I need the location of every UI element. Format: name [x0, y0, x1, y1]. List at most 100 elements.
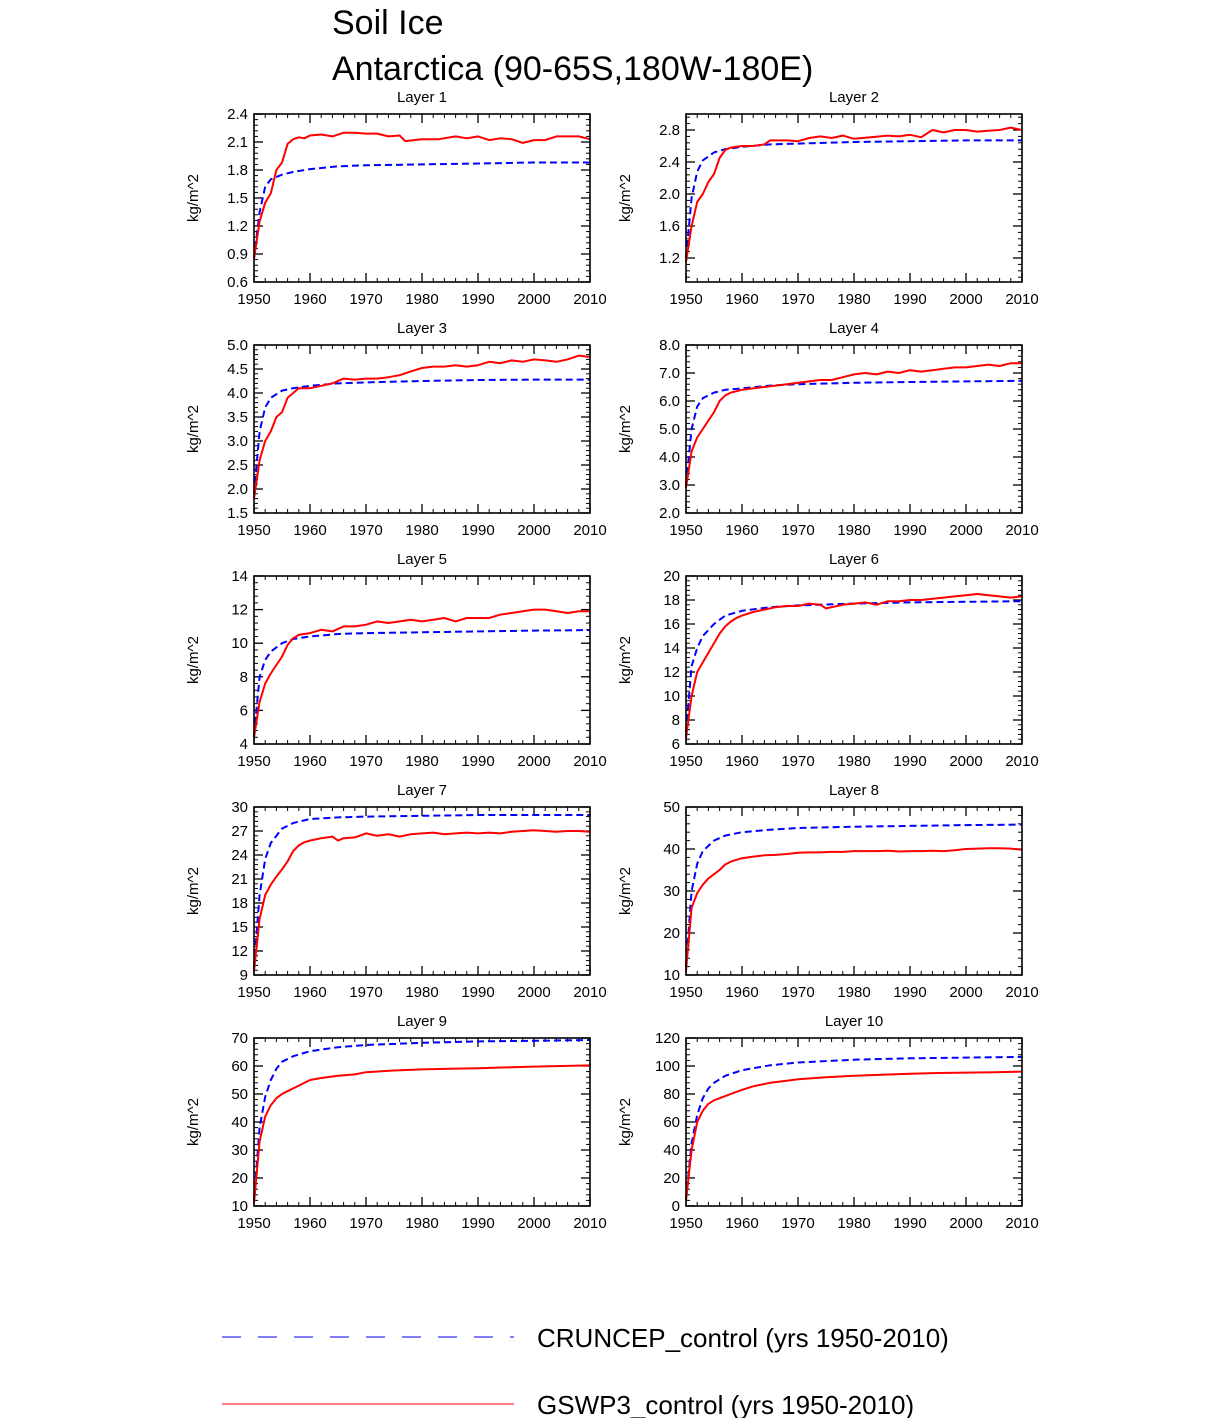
y-tick-label: 2.5 — [227, 457, 248, 474]
y-tick-label: 12 — [663, 664, 680, 681]
y-tick-label: 14 — [663, 640, 680, 657]
y-tick-label: 20 — [231, 1170, 248, 1187]
series-line-gswp3 — [685, 593, 1023, 739]
y-tick-label: 50 — [231, 1086, 248, 1103]
plot-frame — [253, 1037, 591, 1207]
plot-frame — [253, 113, 591, 283]
x-tick-label: 1980 — [405, 291, 438, 308]
x-tick-label: 2010 — [1005, 984, 1038, 1001]
x-tick-label: 1970 — [349, 522, 382, 539]
series-line-gswp3 — [685, 1070, 1023, 1201]
y-tick-label: 4.0 — [227, 385, 248, 402]
x-tick-label: 2000 — [949, 753, 982, 770]
panel-layer-1: Layer 1 1950 1960 1970 1980 1990 2000 2010 0.6 0.… — [185, 89, 607, 308]
y-tick-label: 18 — [231, 895, 248, 912]
x-tick-label: 2010 — [1005, 522, 1038, 539]
y-tick-label: 20 — [663, 1170, 680, 1187]
x-tick-label: 2010 — [573, 984, 606, 1001]
x-tick-label: 1950 — [669, 753, 702, 770]
y-tick-label: 3.0 — [659, 477, 680, 494]
x-tick-label: 1980 — [405, 522, 438, 539]
series-line-cruncep — [685, 139, 1022, 259]
y-tick-label: 18 — [663, 592, 680, 609]
panel-title: Layer 4 — [829, 320, 879, 337]
x-tick-label: 1990 — [461, 984, 494, 1001]
y-tick-label: 1.6 — [659, 218, 680, 235]
panel-layer-8: Layer 8 1950 1960 1970 1980 1990 2000 2010 10 20 3… — [617, 782, 1039, 1001]
x-tick-label: 1950 — [669, 1215, 702, 1232]
x-tick-label: 1980 — [837, 522, 870, 539]
panel-layer-2: Layer 2 1950 1960 1970 1980 1990 2000 2010 1.2 1.… — [617, 89, 1039, 308]
y-axis-label: kg/m^2 — [185, 1098, 202, 1146]
x-tick-label: 2000 — [949, 291, 982, 308]
panel-layer-10: Layer 10 1950 1960 1970 1980 1990 2000 2010 0 20 4… — [617, 1013, 1039, 1232]
y-axis-label: kg/m^2 — [185, 867, 202, 915]
x-tick-label: 1960 — [293, 984, 326, 1001]
panel-layer-9: Layer 9 1950 1960 1970 1980 1990 2000 2010 10 20 3… — [185, 1013, 607, 1232]
x-tick-label: 1960 — [725, 522, 758, 539]
x-tick-label: 1970 — [781, 522, 814, 539]
y-axis-label: kg/m^2 — [185, 636, 202, 684]
y-tick-label: 5.0 — [659, 421, 680, 438]
y-tick-label: 2.8 — [659, 122, 680, 139]
legend-gswp3-label: GSWP3_control (yrs 1950-2010) — [537, 1390, 914, 1418]
x-tick-label: 1960 — [725, 291, 758, 308]
y-tick-label: 70 — [231, 1030, 248, 1047]
y-tick-label: 2.1 — [227, 134, 248, 151]
x-tick-label: 1980 — [405, 1215, 438, 1232]
y-tick-label: 0.9 — [227, 246, 248, 263]
y-tick-label: 10 — [663, 967, 680, 984]
y-tick-label: 4 — [240, 736, 248, 753]
x-tick-label: 1970 — [349, 984, 382, 1001]
y-tick-label: 8 — [672, 712, 680, 729]
series-line-gswp3 — [685, 847, 1023, 971]
plot-frame — [253, 344, 591, 514]
y-tick-label: 24 — [231, 847, 248, 864]
legend: CRUNCEP_control (yrs 1950-2010) GSWP3_co… — [222, 1323, 949, 1418]
plot-frame — [685, 344, 1023, 514]
series-line-gswp3 — [253, 354, 591, 499]
y-tick-label: 2.0 — [227, 481, 248, 498]
y-tick-label: 2.4 — [659, 154, 680, 171]
series-line-gswp3 — [685, 362, 1022, 488]
y-tick-label: 2.0 — [659, 505, 680, 522]
y-tick-label: 1.8 — [227, 162, 248, 179]
y-tick-label: 2.0 — [659, 186, 680, 203]
panel-layer-4: Layer 4 1950 1960 1970 1980 1990 2000 2010 2.0 3.… — [617, 320, 1039, 539]
y-tick-label: 1.5 — [227, 505, 248, 522]
x-tick-label: 2000 — [517, 753, 550, 770]
x-tick-label: 1950 — [237, 984, 270, 1001]
y-tick-label: 1.2 — [227, 218, 248, 235]
x-tick-label: 1950 — [669, 522, 702, 539]
y-tick-label: 40 — [663, 1142, 680, 1159]
panel-layer-6: Layer 6 1950 1960 1970 1980 1990 2000 2010 6 8 10 1… — [617, 551, 1039, 770]
y-axis-label: kg/m^2 — [185, 405, 202, 453]
y-tick-label: 10 — [663, 688, 680, 705]
series-line-cruncep — [685, 600, 1023, 733]
x-tick-label: 2010 — [573, 291, 606, 308]
x-tick-label: 1990 — [461, 522, 494, 539]
x-tick-label: 1950 — [237, 291, 270, 308]
x-tick-label: 1990 — [461, 291, 494, 308]
panel-title: Layer 8 — [829, 782, 879, 799]
series-line-cruncep — [253, 629, 591, 736]
y-tick-label: 6 — [672, 736, 680, 753]
y-tick-label: 8.0 — [659, 337, 680, 354]
x-tick-label: 1970 — [781, 291, 814, 308]
panel-title: Layer 9 — [397, 1013, 447, 1030]
series-line-cruncep — [685, 1055, 1023, 1200]
y-tick-label: 40 — [663, 841, 680, 858]
panel-layer-7: Layer 7 1950 1960 1970 1980 1990 2000 2010 9 12 15… — [185, 782, 607, 1001]
y-tick-label: 2.4 — [227, 106, 248, 123]
x-tick-label: 2000 — [517, 1215, 550, 1232]
y-tick-label: 1.5 — [227, 190, 248, 207]
x-tick-label: 2000 — [517, 522, 550, 539]
y-tick-label: 1.2 — [659, 250, 680, 267]
series-line-gswp3 — [685, 126, 1023, 263]
x-tick-label: 1950 — [669, 984, 702, 1001]
x-tick-label: 1950 — [669, 291, 702, 308]
x-tick-label: 1970 — [349, 753, 382, 770]
y-tick-label: 6 — [240, 702, 248, 719]
y-tick-label: 20 — [663, 925, 680, 942]
y-tick-label: 50 — [663, 799, 680, 816]
